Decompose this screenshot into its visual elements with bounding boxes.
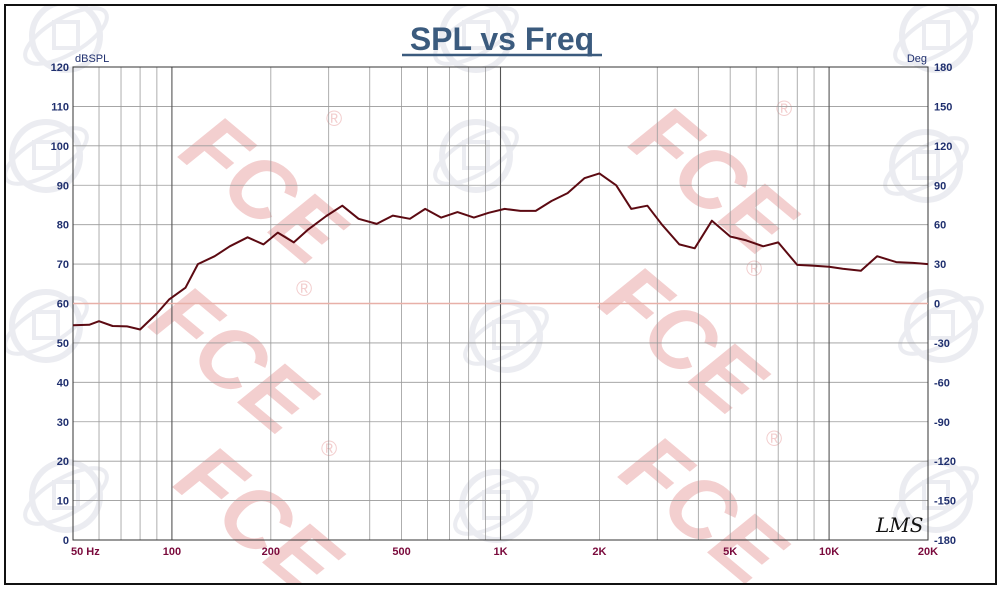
registered-mark: ® xyxy=(766,426,782,451)
y2-tick-label: -90 xyxy=(934,417,950,429)
y2-tick-label: 150 xyxy=(934,101,952,113)
spl-vs-freq-chart: FCE® FCE®FCE® FCE®FCE® FCE® 0 10 20 30 40 50 60 70… xyxy=(6,6,984,583)
y-tick-label: 100 xyxy=(51,141,69,153)
y2-tick-label: 60 xyxy=(934,220,946,232)
watermark-emblem-icon xyxy=(23,459,109,533)
spl-curve xyxy=(72,172,929,331)
y-tick-label: 10 xyxy=(57,496,69,508)
watermark-emblem-icon xyxy=(893,459,979,533)
watermark-emblem-icon xyxy=(433,119,519,193)
y-tick-label: 40 xyxy=(57,377,69,389)
watermark-emblem-icon xyxy=(6,289,89,363)
y2-tick-label: 90 xyxy=(934,180,946,192)
watermark-emblem-icon xyxy=(23,6,109,73)
watermark-emblem-icon xyxy=(898,289,984,363)
registered-mark: ® xyxy=(321,436,337,461)
y-tick-label: 80 xyxy=(57,220,69,232)
watermark-emblem-icon xyxy=(893,6,979,73)
watermark-layer: FCE® FCE®FCE® FCE®FCE® FCE® xyxy=(6,6,984,583)
y-tick-label: 0 xyxy=(63,535,69,547)
y2-tick-label: -180 xyxy=(934,535,956,547)
y-tick-label: 30 xyxy=(57,417,69,429)
y2-axis-unit-label: Deg xyxy=(907,53,927,65)
y-tick-label: 110 xyxy=(51,101,69,113)
chart-title: SPL vs Freq xyxy=(410,21,594,57)
y2-tick-label: -120 xyxy=(934,456,956,468)
curve-layer xyxy=(72,172,929,331)
watermark-emblem-icon xyxy=(463,299,549,373)
y2-tick-label: -60 xyxy=(934,377,950,389)
y-tick-label: 50 xyxy=(57,338,69,350)
watermark-emblem-icon xyxy=(433,6,519,73)
y-tick-label: 60 xyxy=(57,299,69,311)
y-tick-label: 20 xyxy=(57,456,69,468)
y-axis-unit-label: dBSPL xyxy=(75,53,109,65)
registered-mark: ® xyxy=(776,96,792,121)
y2-tick-label: 0 xyxy=(934,299,940,311)
y2-tick-label: 180 xyxy=(934,62,952,74)
y2-tick-label: -150 xyxy=(934,496,956,508)
y2-tick-label: 120 xyxy=(934,141,952,153)
x-tick-label: 500 xyxy=(392,546,410,558)
x-tick-label: 20K xyxy=(918,546,938,558)
watermark-emblem-icon xyxy=(6,119,89,193)
watermark-emblem-icon xyxy=(883,129,969,203)
registered-mark: ® xyxy=(296,276,312,301)
y-tick-label: 90 xyxy=(57,180,69,192)
signature: LMS xyxy=(875,513,923,537)
y2-tick-label: 30 xyxy=(934,259,946,271)
y2-tick-label: -30 xyxy=(934,338,950,350)
x-tick-label: 10K xyxy=(819,546,839,558)
y-tick-label: 70 xyxy=(57,259,69,271)
x-tick-label: 200 xyxy=(262,546,280,558)
x-tick-label: 1K xyxy=(493,546,507,558)
x-tick-label: 100 xyxy=(163,546,181,558)
registered-mark: ® xyxy=(326,106,342,131)
x-tick-label: 2K xyxy=(592,546,606,558)
registered-mark: ® xyxy=(746,256,762,281)
chart-frame: FCE ® FCE ® FCE ® FCE ® FCE ® FCE ® 0 10 20 30 40 50 60 70… xyxy=(4,4,997,585)
x-tick-label: 5K xyxy=(723,546,737,558)
watermark-emblem-icon xyxy=(453,469,539,543)
x-tick-label: 50 Hz xyxy=(71,546,100,558)
tick-label-layer: 0 10 20 30 40 50 60 70 80 90 100 110 120 -180 -150 -120… xyxy=(51,62,956,558)
y-tick-label: 120 xyxy=(51,62,69,74)
